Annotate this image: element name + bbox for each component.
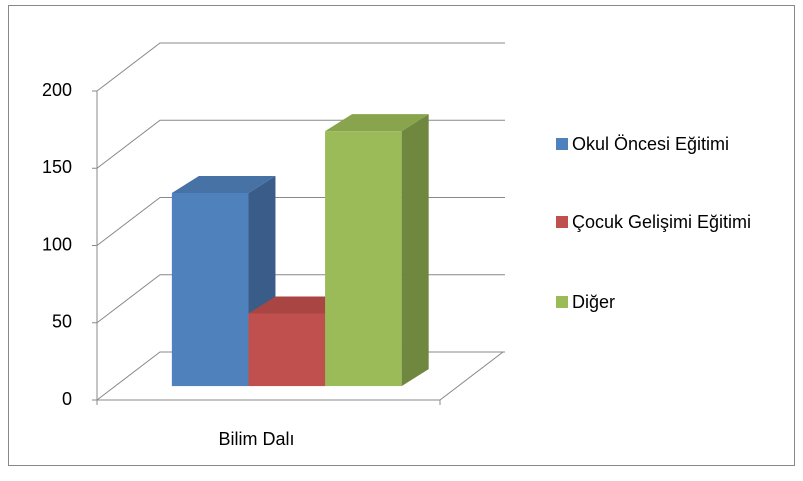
legend-label: Çocuk Gelişimi Eğitimi [572,212,752,232]
y-tick-label: 150 [42,157,72,177]
x-tick-label: Bilim Dalı [218,429,294,449]
grid-line [96,42,505,92]
legend-swatch [556,296,568,308]
legend-swatch [556,138,568,150]
legend-label: Diğer [572,292,616,312]
legend-label: Okul Öncesi Eğitimi [572,134,730,154]
y-tick-label: 200 [42,80,72,100]
bar-front [248,313,326,387]
bar-front [171,192,249,387]
floor-edge [439,351,504,401]
y-tick-label: 0 [62,389,72,409]
bar-top [325,114,429,132]
bar-front [325,131,402,387]
bar-top [171,175,276,193]
bar-side [401,114,429,387]
legend-swatch [556,216,568,228]
y-tick-label: 100 [42,234,72,254]
y-tick-label: 50 [52,312,72,332]
